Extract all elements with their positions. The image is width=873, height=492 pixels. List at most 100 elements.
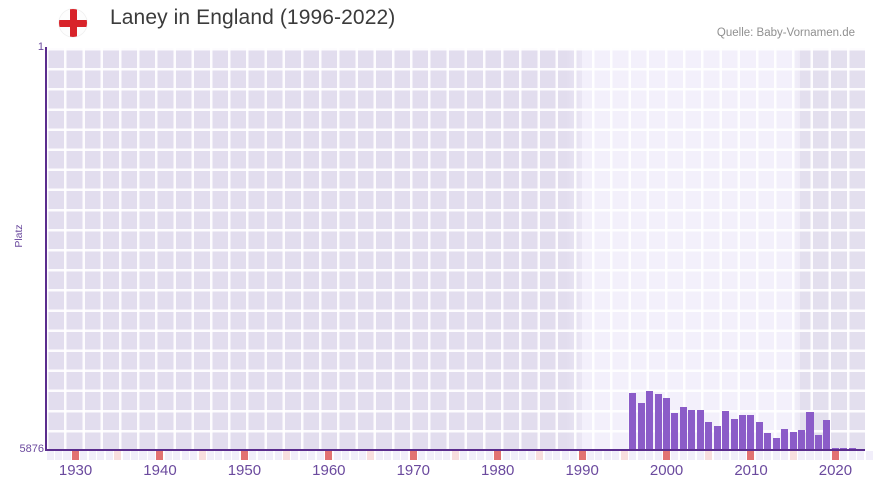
x-axis-tick <box>536 451 544 460</box>
x-axis-tick <box>139 451 147 460</box>
x-axis-tick <box>730 451 738 460</box>
x-axis-label: 1990 <box>565 462 599 479</box>
x-axis-tick <box>240 451 248 460</box>
x-axis-tick <box>713 451 721 460</box>
x-axis-tick <box>443 451 451 460</box>
x-axis-tick <box>671 451 679 460</box>
x-axis-tick <box>190 451 198 460</box>
x-axis-tick <box>738 451 746 460</box>
x-axis-label: 1970 <box>396 462 430 479</box>
bar[interactable] <box>671 412 679 450</box>
x-axis-tick <box>105 451 113 460</box>
x-axis-tick <box>519 451 527 460</box>
x-axis-tick <box>207 451 215 460</box>
x-axis-tick <box>63 451 71 460</box>
bar[interactable] <box>789 432 797 450</box>
bar[interactable] <box>747 415 755 450</box>
bar[interactable] <box>713 425 721 450</box>
x-axis-tick <box>755 451 763 460</box>
x-axis-tick <box>485 451 493 460</box>
x-axis-tick <box>122 451 130 460</box>
bar[interactable] <box>798 430 806 450</box>
x-axis-tick <box>114 451 122 460</box>
x-axis-tick <box>806 451 814 460</box>
x-axis-tick <box>266 451 274 460</box>
x-axis-tick <box>570 451 578 460</box>
x-axis-tick <box>71 451 79 460</box>
bar[interactable] <box>705 421 713 450</box>
x-axis-tick <box>612 451 620 460</box>
england-flag-icon <box>59 9 87 37</box>
bar[interactable] <box>662 397 670 450</box>
x-axis-tick <box>494 451 502 460</box>
bar[interactable] <box>629 393 637 450</box>
x-axis-tick <box>814 451 822 460</box>
bar[interactable] <box>806 411 814 450</box>
x-axis-tick <box>46 451 54 460</box>
x-axis-tick <box>375 451 383 460</box>
x-axis-tick <box>578 451 586 460</box>
y-axis-line <box>45 47 47 451</box>
x-axis-tick <box>477 451 485 460</box>
x-axis-tick <box>215 451 223 460</box>
x-axis-tick <box>865 451 873 460</box>
bar[interactable] <box>738 415 746 450</box>
x-axis-tick <box>662 451 670 460</box>
bar[interactable] <box>637 402 645 450</box>
bar[interactable] <box>823 420 831 450</box>
x-axis-label: 1930 <box>58 462 93 479</box>
x-axis-tick <box>316 451 324 460</box>
bar[interactable] <box>679 406 687 450</box>
x-axis-tick <box>223 451 231 460</box>
x-axis-tick <box>409 451 417 460</box>
bar[interactable] <box>646 390 654 450</box>
x-axis-tick <box>654 451 662 460</box>
x-axis-tick <box>527 451 535 460</box>
x-axis-tick <box>823 451 831 460</box>
x-axis-labels: 1930 1940 1950 1960 1970 1980 1990 2000 2010 2020 <box>0 462 873 484</box>
x-axis-label: 1950 <box>227 462 262 479</box>
x-axis-tick <box>629 451 637 460</box>
grid-lines <box>46 48 865 450</box>
bar[interactable] <box>764 432 772 450</box>
bar[interactable] <box>722 411 730 450</box>
bar[interactable] <box>730 419 738 450</box>
x-axis-tick <box>646 451 654 460</box>
x-axis-tick <box>722 451 730 460</box>
bar[interactable] <box>772 437 780 450</box>
flag-cross-horizontal <box>59 19 87 27</box>
bar[interactable] <box>688 409 696 450</box>
x-axis-tick <box>857 451 865 460</box>
bar[interactable] <box>696 409 704 450</box>
x-axis-tick <box>156 451 164 460</box>
x-axis-tick <box>181 451 189 460</box>
x-axis-tick <box>781 451 789 460</box>
x-axis-tick <box>249 451 257 460</box>
bar[interactable] <box>814 435 822 450</box>
x-axis-tick <box>603 451 611 460</box>
x-axis-tick <box>502 451 510 460</box>
x-axis-tick <box>291 451 299 460</box>
x-axis-tick <box>772 451 780 460</box>
x-axis-tick <box>350 451 358 460</box>
x-axis-tick <box>747 451 755 460</box>
x-axis-tick <box>705 451 713 460</box>
x-axis-label: 2020 <box>818 462 853 479</box>
bar[interactable] <box>654 394 662 450</box>
bar[interactable] <box>755 421 763 450</box>
x-axis-ticks <box>46 451 873 460</box>
x-axis-tick <box>831 451 839 460</box>
x-axis-tick <box>97 451 105 460</box>
x-axis-tick <box>586 451 594 460</box>
x-axis-tick <box>164 451 172 460</box>
x-axis-tick <box>88 451 96 460</box>
x-axis-tick <box>147 451 155 460</box>
x-axis-tick <box>840 451 848 460</box>
x-axis-tick <box>637 451 645 460</box>
x-axis-tick <box>198 451 206 460</box>
bar[interactable] <box>781 428 789 450</box>
x-axis-tick <box>789 451 797 460</box>
x-axis-tick <box>173 451 181 460</box>
x-axis-label: 1940 <box>143 462 177 479</box>
